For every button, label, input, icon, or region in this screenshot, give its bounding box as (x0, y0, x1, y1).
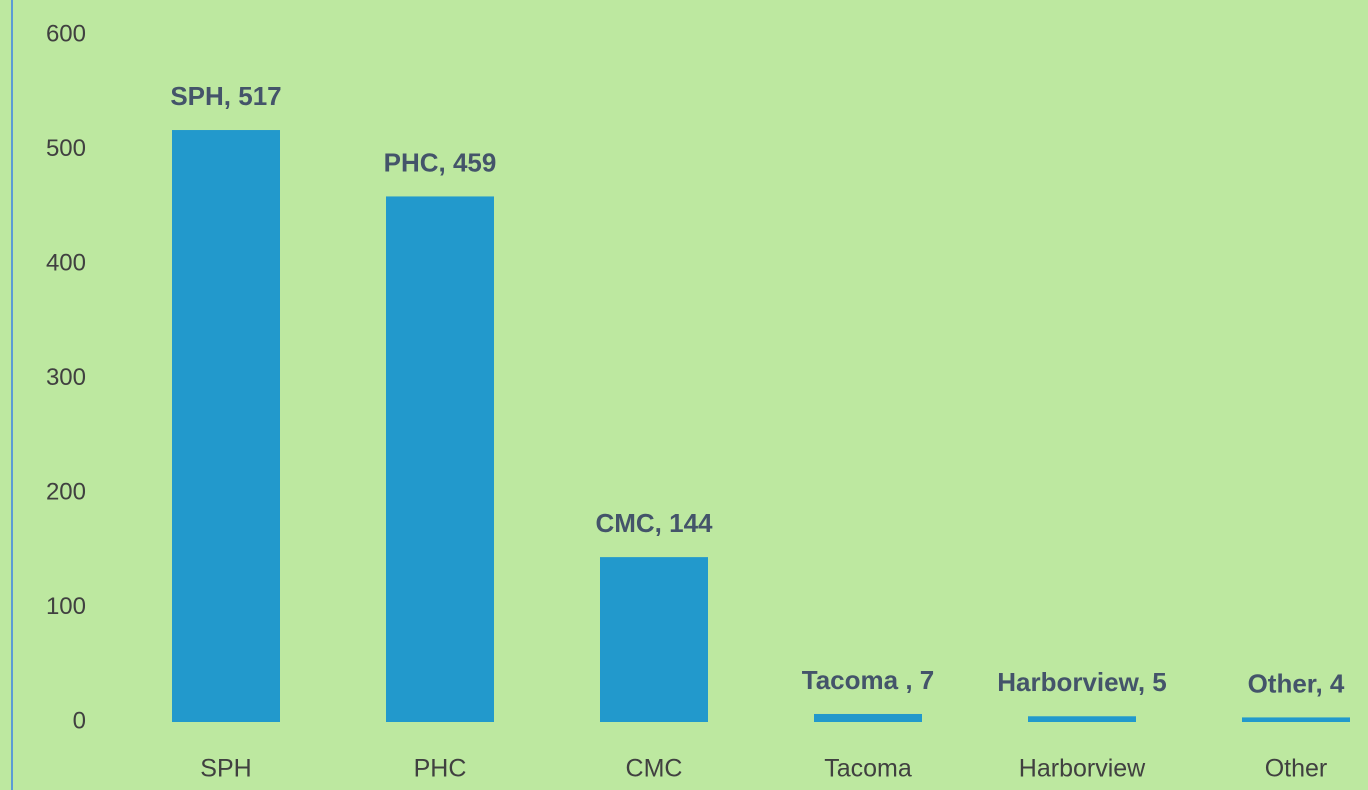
data-label: Tacoma , 7 (802, 665, 934, 695)
bar (386, 196, 494, 722)
y-tick-label: 500 (46, 135, 86, 162)
x-tick-label: Tacoma (824, 755, 912, 783)
y-tick-label: 100 (46, 593, 86, 620)
x-tick-label: PHC (414, 755, 467, 783)
data-label: CMC, 144 (595, 508, 713, 538)
data-label: SPH, 517 (170, 81, 281, 111)
data-label: Other, 4 (1248, 668, 1345, 698)
bar (814, 713, 922, 722)
bar (1242, 717, 1350, 722)
bar (172, 130, 280, 722)
x-tick-label: CMC (626, 755, 683, 783)
x-tick-label: SPH (200, 755, 251, 783)
y-tick-label: 0 (73, 707, 86, 734)
y-tick-label: 200 (46, 478, 86, 505)
x-tick-label: Other (1265, 755, 1328, 783)
data-label: Harborview, 5 (997, 667, 1167, 697)
data-label: PHC, 459 (384, 147, 497, 177)
x-tick-label: Harborview (1019, 755, 1146, 783)
bar (1028, 716, 1136, 722)
y-tick-label: 600 (46, 20, 86, 47)
y-tick-label: 400 (46, 249, 86, 276)
y-tick-label: 300 (46, 364, 86, 391)
bar (600, 557, 708, 722)
